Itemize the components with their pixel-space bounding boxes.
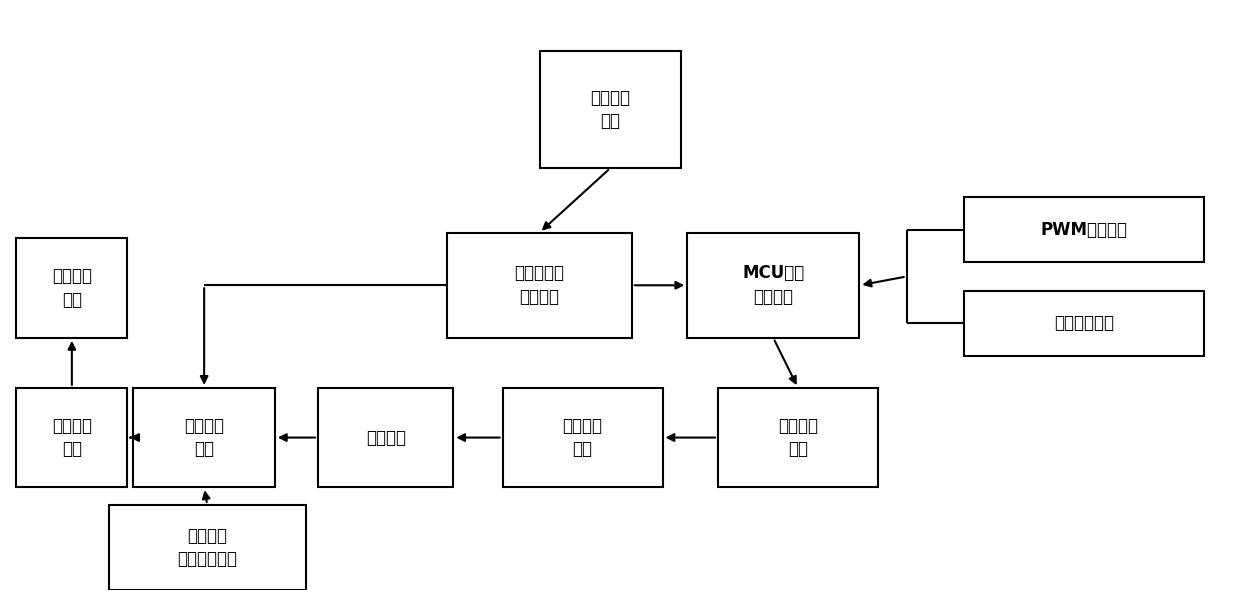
- Text: 电压电阻
调光输入端口: 电压电阻 调光输入端口: [177, 526, 237, 568]
- Bar: [447, 233, 632, 338]
- Bar: [688, 233, 860, 338]
- Text: 电压跟随
电路: 电压跟随 电路: [185, 417, 224, 459]
- Bar: [964, 197, 1204, 262]
- Text: 输出滤波
电路: 输出滤波 电路: [52, 417, 92, 459]
- Text: 阻容滤波
电路: 阻容滤波 电路: [778, 417, 818, 459]
- Bar: [318, 388, 453, 487]
- Bar: [539, 51, 681, 168]
- Text: 滤波及稳压
电源电路: 滤波及稳压 电源电路: [514, 264, 565, 306]
- Bar: [134, 388, 275, 487]
- Text: 外部供电
端口: 外部供电 端口: [590, 89, 631, 131]
- Text: 调光输出
端口: 调光输出 端口: [52, 267, 92, 309]
- Text: MCU智能
控制电路: MCU智能 控制电路: [742, 264, 804, 306]
- Text: 电压放大
电路: 电压放大 电路: [563, 417, 602, 459]
- Bar: [16, 388, 128, 487]
- Bar: [503, 388, 663, 487]
- Text: PWM调光端口: PWM调光端口: [1041, 220, 1127, 239]
- Bar: [964, 291, 1204, 356]
- Text: 程序修改端口: 程序修改端口: [1054, 314, 1114, 333]
- Text: 防反电路: 防反电路: [366, 428, 405, 447]
- Bar: [109, 505, 306, 590]
- Bar: [16, 238, 128, 338]
- Bar: [717, 388, 878, 487]
